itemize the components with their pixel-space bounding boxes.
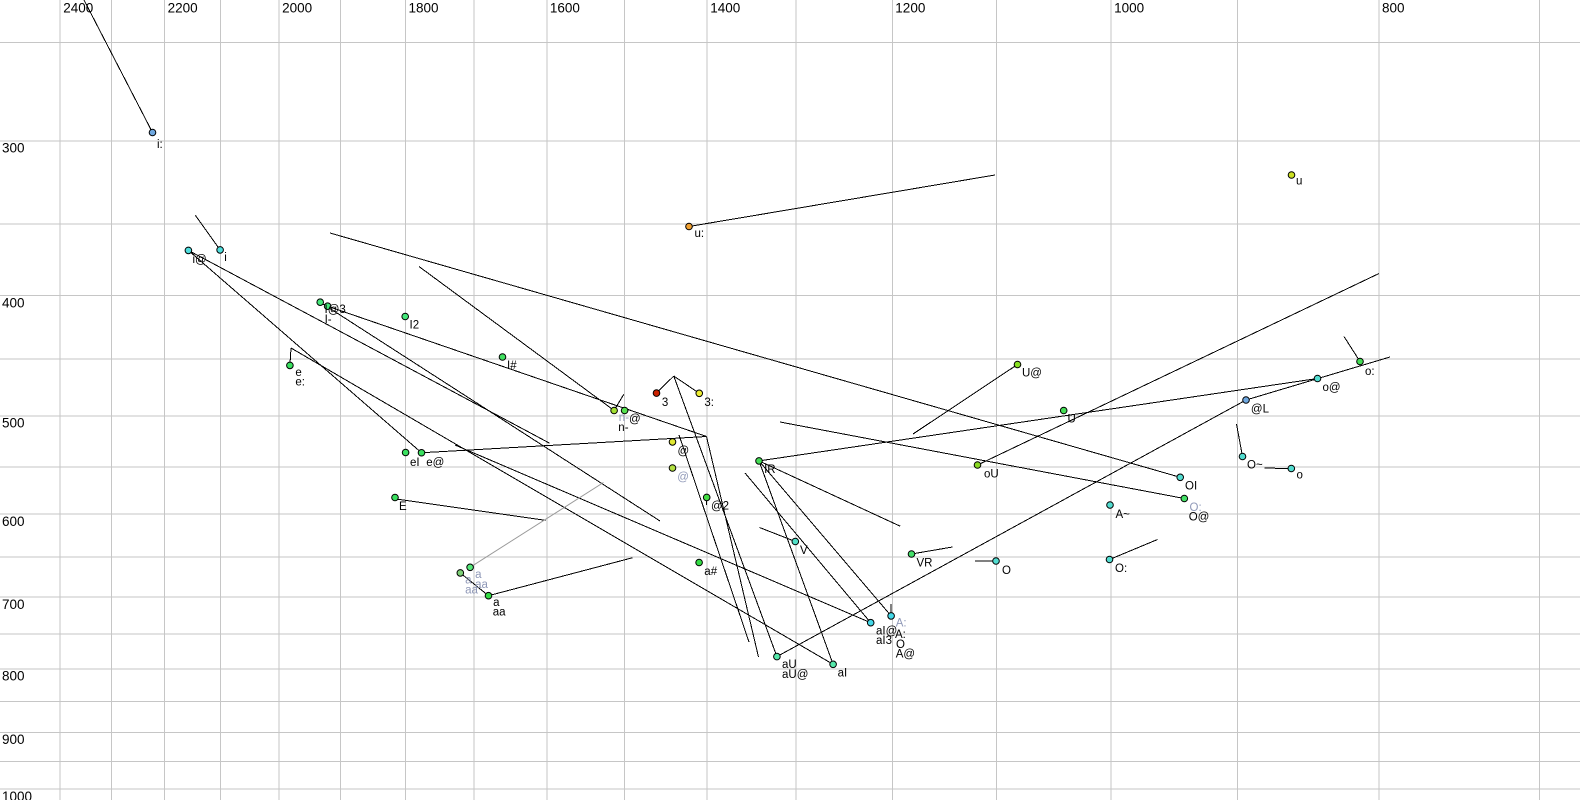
- svg-text:e@: e@: [426, 457, 444, 469]
- svg-text:1200: 1200: [895, 1, 925, 16]
- svg-text:3:: 3:: [704, 397, 714, 409]
- svg-text:E: E: [399, 501, 407, 513]
- svg-text:1800: 1800: [409, 1, 439, 16]
- svg-text:2400: 2400: [63, 1, 93, 16]
- svg-text:o:: o:: [1365, 366, 1375, 378]
- svg-text:I2: I2: [410, 320, 420, 332]
- svg-text:u:: u:: [695, 228, 705, 240]
- svg-text:3: 3: [662, 397, 668, 409]
- svg-text:1400: 1400: [710, 1, 740, 16]
- svg-text:n-: n-: [618, 422, 628, 434]
- svg-text:600: 600: [2, 514, 25, 529]
- svg-text:@: @: [677, 471, 689, 483]
- svg-text:V: V: [800, 545, 808, 557]
- svg-text:i@: i@: [193, 254, 207, 266]
- svg-text:U: U: [1068, 414, 1076, 426]
- svg-text:U@: U@: [1022, 368, 1042, 380]
- svg-text:A:: A:: [896, 618, 907, 630]
- svg-text:300: 300: [2, 141, 25, 156]
- svg-text:aI: aI: [838, 668, 848, 680]
- svg-text:aU@: aU@: [782, 669, 808, 681]
- svg-text:1600: 1600: [550, 1, 580, 16]
- svg-text:@: @: [678, 445, 690, 457]
- svg-text:OI: OI: [1185, 480, 1197, 492]
- svg-text:oU: oU: [984, 469, 999, 481]
- svg-text:aa: aa: [465, 585, 478, 597]
- svg-text:o@: o@: [1323, 382, 1341, 394]
- svg-text:O: O: [1002, 565, 1011, 577]
- svg-text:@: @: [629, 413, 641, 425]
- svg-text:A~: A~: [1116, 509, 1131, 521]
- svg-text:I-: I-: [325, 314, 332, 326]
- svg-text:900: 900: [2, 732, 25, 747]
- svg-text:2200: 2200: [168, 1, 198, 16]
- svg-text:@L: @L: [1251, 403, 1270, 415]
- svg-text:700: 700: [2, 597, 25, 612]
- svg-text:aI3: aI3: [876, 635, 892, 647]
- svg-text:A@: A@: [896, 648, 915, 660]
- svg-text:VR: VR: [917, 558, 933, 570]
- svg-text:@2: @2: [711, 500, 729, 512]
- svg-text:e:: e:: [295, 377, 305, 389]
- svg-text:I#: I#: [507, 360, 517, 372]
- svg-text:i: i: [224, 252, 227, 264]
- svg-text:a#: a#: [704, 566, 717, 578]
- svg-text:800: 800: [1382, 1, 1405, 16]
- svg-text:1000: 1000: [2, 789, 32, 800]
- svg-text:2000: 2000: [282, 1, 312, 16]
- svg-text:o: o: [1297, 470, 1303, 482]
- svg-text:i:: i:: [157, 139, 163, 151]
- svg-text:800: 800: [2, 669, 25, 684]
- svg-text:IR: IR: [764, 464, 776, 476]
- svg-text:1000: 1000: [1114, 1, 1144, 16]
- svg-text:O@: O@: [1189, 511, 1210, 523]
- svg-text:400: 400: [2, 296, 25, 311]
- svg-text:O:: O:: [1115, 563, 1127, 575]
- svg-text:u: u: [1296, 176, 1302, 188]
- svg-text:eI: eI: [410, 457, 420, 469]
- svg-text:aa: aa: [493, 607, 506, 619]
- svg-text:O~: O~: [1247, 459, 1263, 471]
- svg-text:500: 500: [2, 416, 25, 431]
